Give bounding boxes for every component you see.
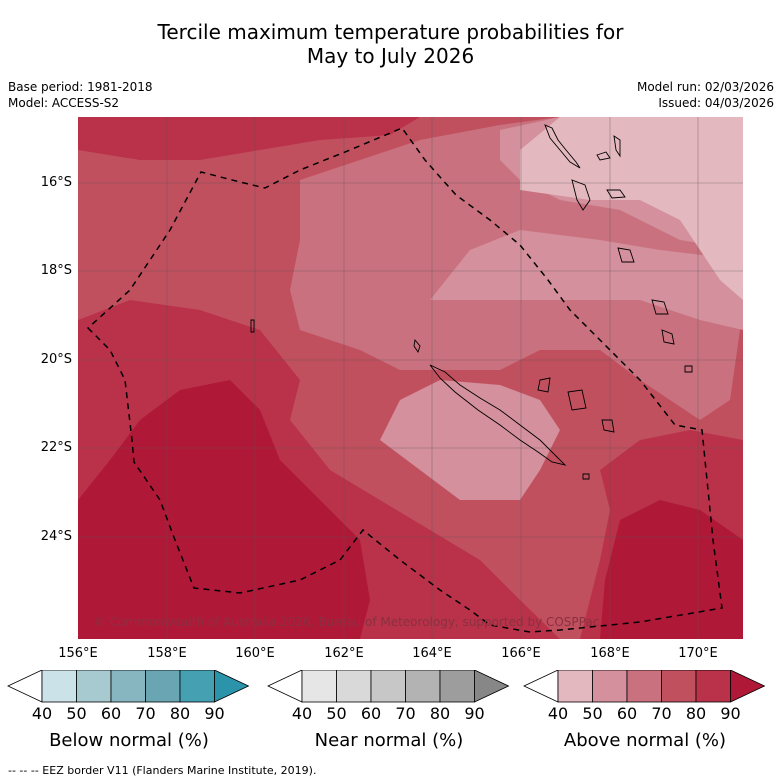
colorbar-below-low-extension (7, 670, 43, 703)
colorbar-near-segment (336, 670, 372, 703)
colorbar-near-tick-label: 60 (360, 704, 382, 723)
colorbar-near-tick-label: 50 (326, 704, 347, 723)
lon-label-170e: 170°E (678, 646, 718, 661)
colorbar-near-high-extension (474, 670, 510, 703)
colorbar-title-below: Below normal (%) (49, 730, 209, 751)
colorbar-below-tick-label: 70 (135, 704, 156, 723)
new-caledonia-island (429, 364, 567, 466)
colorbar-above-tick-label: 60 (616, 704, 638, 723)
colorbar-above-segment (557, 670, 593, 703)
colorbar-above-low-extension (523, 670, 559, 703)
colorbar-near-tick-label: 70 (395, 704, 416, 723)
colorbar-near-tick-label: 80 (429, 704, 451, 723)
colorbar-near-low-extension (267, 670, 303, 703)
lat-label-16s: 16°S (40, 175, 72, 190)
colorbar-near-segment (301, 670, 337, 703)
colorbar-near-segment (405, 670, 441, 703)
model-run: Model run: 02/03/2026 (636, 80, 774, 94)
colorbar-above-tick-label: 80 (685, 704, 707, 723)
map-title-line1: Tercile maximum temperature probabilitie… (157, 20, 624, 44)
field-90-southeast (600, 500, 743, 639)
map-title-line2: May to July 2026 (306, 44, 475, 68)
colorbar-above-segment (695, 670, 731, 703)
colorbar-below-tick-label: 50 (66, 704, 87, 723)
colorbar-title-above: Above normal (%) (563, 730, 727, 751)
field-80-90-north (78, 117, 420, 160)
vanuatu-island-1 (596, 151, 611, 161)
colorbar-below-segment (41, 670, 77, 703)
field-50-60-caledonia (380, 380, 560, 500)
colorbar-below-segment (110, 670, 146, 703)
colorbar-above-tick-label: 90 (720, 704, 741, 723)
colorbar-below-segment (145, 670, 181, 703)
eez-border (86, 127, 723, 633)
lon-label-168e: 168°E (590, 646, 630, 661)
model-name: Model: ACCESS-S2 (8, 96, 120, 110)
lat-label-18s: 18°S (40, 263, 72, 278)
isle-of-pines (582, 473, 590, 480)
colorbar-above (523, 670, 766, 703)
colorbar-near (267, 670, 510, 703)
colorbar-above-tick-label: 40 (547, 704, 569, 723)
colorbar-below (7, 670, 250, 703)
colorbar-below-high-extension (214, 670, 250, 703)
base-period: Base period: 1981-2018 (8, 80, 153, 94)
chesterfield-reef (250, 319, 255, 333)
efate-island (617, 247, 635, 263)
colorbar-above-high-extension (730, 670, 766, 703)
colorbar-above-tick-label: 50 (582, 704, 603, 723)
eez-legend-footer: -- -- -- EEZ border V11 (Flanders Marine… (8, 764, 317, 777)
colorbar-below-tick-label: 60 (100, 704, 122, 723)
field-40-50 (520, 117, 743, 300)
colorbar-near-tick-label: 40 (291, 704, 313, 723)
graticule (78, 117, 743, 639)
lat-label-22s: 22°S (40, 440, 72, 455)
colorbar-below-tick-label: 80 (169, 704, 191, 723)
colorbar-title-near: Near normal (%) (314, 730, 464, 751)
lat-label-20s: 20°S (40, 352, 72, 367)
colorbar-near-tick-label: 90 (464, 704, 485, 723)
colorbar-near-segment (370, 670, 406, 703)
colorbars (7, 670, 766, 703)
colorbar-below-tick-label: 90 (204, 704, 225, 723)
islands (250, 124, 693, 480)
malakula-island (571, 179, 591, 211)
lon-label-156e: 156°E (58, 646, 98, 661)
colorbar-above-segment (661, 670, 697, 703)
colorbar-near-segment (439, 670, 475, 703)
probability-fields: © Commonwealth of Australia 2026, Bureau… (78, 117, 743, 639)
lifou-island (567, 389, 587, 411)
colorbar-below-segment (179, 670, 215, 703)
colorbar-below-segment (76, 670, 112, 703)
vanuatu-island-3 (606, 189, 626, 199)
tanna-island (661, 329, 675, 345)
copyright-text: © Commonwealth of Australia 2026, Bureau… (94, 615, 599, 629)
lon-label-158e: 158°E (147, 646, 187, 661)
colorbar-above-segment (626, 670, 662, 703)
colorbar-above-tick-label: 70 (651, 704, 672, 723)
colorbar-below-tick-label: 40 (31, 704, 53, 723)
field-90-southwest (78, 380, 370, 639)
lon-label-164e: 164°E (412, 646, 452, 661)
issued-date: Issued: 04/03/2026 (658, 96, 774, 110)
erromango-island (651, 299, 669, 315)
espiritu-santo-island (544, 124, 581, 169)
lon-label-160e: 160°E (235, 646, 275, 661)
lon-label-166e: 166°E (501, 646, 541, 661)
belep-island (413, 338, 421, 354)
vanuatu-island-2 (613, 135, 621, 158)
mare-island (601, 419, 615, 433)
colorbar-above-segment (592, 670, 628, 703)
lon-label-162e: 162°E (324, 646, 364, 661)
lat-label-24s: 24°S (40, 529, 72, 544)
ouvea-island (537, 377, 551, 393)
aneityum-island (684, 365, 693, 373)
